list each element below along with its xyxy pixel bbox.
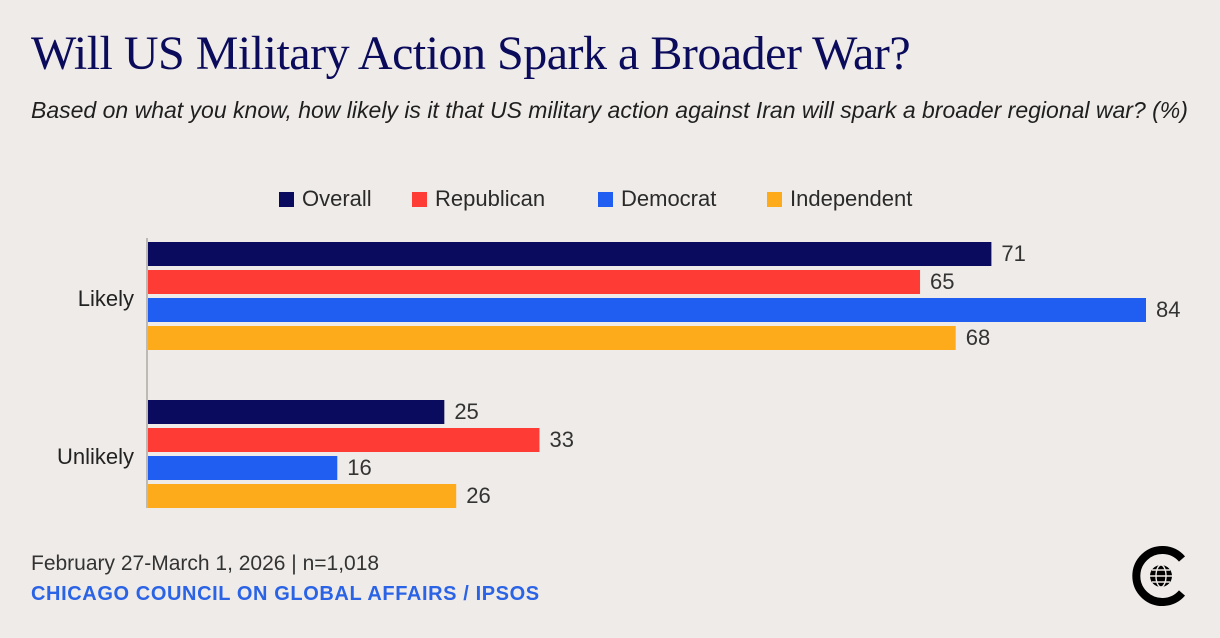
legend-swatch-independent [767, 191, 782, 207]
legend-label-republican: Republican [435, 186, 546, 211]
legend-swatch-democrat [598, 191, 613, 207]
legend-label-democrat: Democrat [621, 186, 717, 211]
bar-likely-democrat [148, 298, 1146, 322]
legend-item-republican: Republican [412, 186, 545, 212]
data-label-unlikely-overall: 25 [454, 399, 478, 424]
legend-item-independent: Independent [767, 186, 912, 212]
chicago-council-globe-logo-icon [1132, 546, 1186, 606]
footer-source: CHICAGO COUNCIL ON GLOBAL AFFAIRS / IPSO… [31, 583, 540, 605]
data-label-likely-republican: 65 [930, 269, 954, 294]
bar-unlikely-republican [148, 428, 540, 452]
data-label-likely-independent: 68 [966, 325, 990, 350]
legend-swatch-overall [279, 191, 294, 207]
chart-title: Will US Military Action Spark a Broader … [31, 27, 911, 80]
bar-likely-overall [148, 242, 992, 266]
category-label-unlikely: Unlikely [57, 444, 134, 469]
footer-date-sample: February 27-March 1, 2026 | n=1,018 [31, 552, 380, 575]
legend: Overall Republican Democrat Independent [0, 186, 1220, 214]
data-label-unlikely-republican: 33 [549, 427, 573, 452]
data-label-unlikely-democrat: 16 [347, 455, 371, 480]
legend-label-overall: Overall [302, 186, 372, 211]
bar-unlikely-overall [148, 400, 445, 424]
legend-item-overall: Overall [279, 186, 372, 212]
bar-likely-republican [148, 270, 921, 294]
category-label-likely: Likely [78, 286, 134, 311]
legend-item-democrat: Democrat [598, 186, 716, 212]
chart-subtitle: Based on what you know, how likely is it… [31, 97, 1188, 123]
data-label-unlikely-independent: 26 [466, 483, 490, 508]
data-label-likely-democrat: 84 [1156, 297, 1180, 322]
data-label-likely-overall: 71 [1001, 241, 1025, 266]
bar-likely-independent [148, 326, 956, 350]
bar-unlikely-independent [148, 484, 457, 508]
legend-swatch-republican [412, 191, 427, 207]
legend-label-independent: Independent [790, 186, 913, 211]
bar-unlikely-democrat [148, 456, 338, 480]
